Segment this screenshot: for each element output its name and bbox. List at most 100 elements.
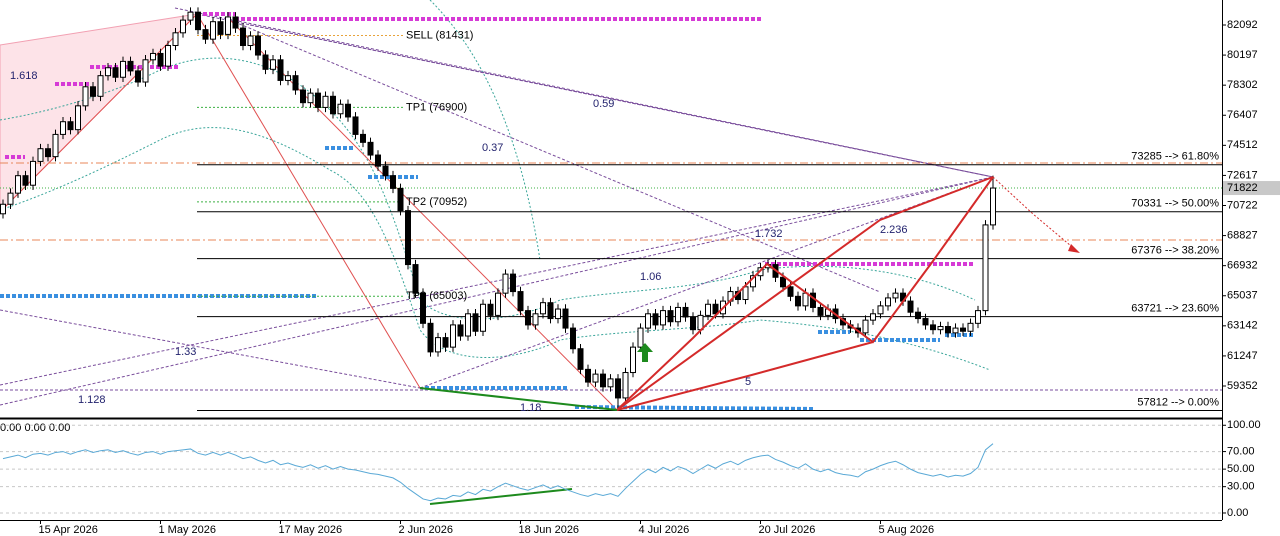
candle-body bbox=[547, 302, 554, 320]
x-tick-label: 1 May 2026 bbox=[159, 524, 216, 536]
candle-body bbox=[7, 192, 14, 205]
candle-body bbox=[315, 92, 321, 108]
candle-body bbox=[742, 286, 749, 301]
x-tick-label: 17 May 2026 bbox=[279, 524, 343, 536]
candle-body bbox=[667, 310, 674, 323]
candle-body bbox=[577, 348, 584, 370]
price-tag bbox=[1223, 181, 1280, 196]
candle-body bbox=[202, 29, 209, 40]
candle-body bbox=[142, 59, 149, 83]
candle-body bbox=[427, 322, 434, 353]
candle-body bbox=[390, 175, 396, 189]
candle-body bbox=[877, 305, 884, 315]
trend-line bbox=[249, 24, 994, 178]
y-tick-label: 72617 bbox=[1227, 169, 1258, 181]
candle-body bbox=[180, 19, 186, 34]
candle-body bbox=[187, 11, 194, 21]
annotation: 1.732 bbox=[755, 228, 783, 240]
candle-body bbox=[217, 21, 224, 35]
levels: 73285 --> 61.80% 70331 --> 50.00% 67376 --… bbox=[197, 29, 1222, 411]
candle-body bbox=[15, 175, 21, 194]
candle-body bbox=[945, 325, 951, 334]
candle-body bbox=[97, 75, 104, 97]
pattern-path bbox=[616, 176, 994, 411]
trend-line bbox=[419, 176, 994, 389]
candle-body bbox=[802, 292, 809, 307]
annotation: 1.18 bbox=[520, 402, 541, 414]
candle-body bbox=[262, 54, 269, 70]
candle-body bbox=[652, 313, 659, 326]
y-tick-label: 50.00 bbox=[1227, 463, 1255, 475]
indicator-line bbox=[2, 443, 994, 502]
candle-body bbox=[367, 141, 374, 156]
candle-body bbox=[285, 75, 291, 81]
candle-body bbox=[150, 52, 156, 61]
candle-body bbox=[52, 133, 59, 158]
candle-body bbox=[382, 165, 389, 177]
x-tick-label: 5 Aug 2026 bbox=[879, 524, 935, 536]
annotation: 0.37 bbox=[482, 142, 503, 154]
candle-body bbox=[615, 378, 621, 399]
candle-body bbox=[322, 95, 329, 108]
y-tick-label: 74512 bbox=[1227, 139, 1258, 151]
x-tick-label: 18 Jun 2026 bbox=[519, 524, 580, 536]
candle-body bbox=[270, 59, 276, 70]
candle-body bbox=[892, 292, 899, 299]
candle-body bbox=[712, 303, 719, 315]
candle-body bbox=[300, 89, 306, 104]
y-tick-label: 30.00 bbox=[1227, 481, 1255, 493]
candle-body bbox=[607, 378, 614, 388]
candle-body bbox=[337, 103, 344, 115]
trade-label: TP2 (70952) bbox=[406, 196, 467, 208]
candle-body bbox=[105, 67, 111, 77]
candle-body bbox=[795, 295, 801, 307]
candle-body bbox=[292, 75, 299, 91]
candle-body bbox=[885, 297, 891, 307]
candle-body bbox=[465, 313, 471, 337]
candle-body bbox=[585, 368, 591, 383]
candle-body bbox=[907, 300, 914, 313]
candle-body bbox=[22, 175, 29, 186]
candle-body bbox=[645, 313, 651, 329]
y-tick-label: 80197 bbox=[1227, 49, 1258, 61]
y-tick-label: 61247 bbox=[1227, 350, 1258, 362]
candle-body bbox=[120, 60, 126, 78]
y-tick-label: 82092 bbox=[1227, 19, 1258, 31]
candle-body bbox=[630, 346, 636, 374]
candle-body bbox=[682, 306, 689, 318]
trend-line bbox=[229, 19, 881, 293]
candle-body bbox=[420, 292, 426, 324]
candle-body bbox=[307, 92, 314, 104]
pattern-path bbox=[616, 341, 874, 411]
y-tick-label: 76407 bbox=[1227, 109, 1258, 121]
candle-body bbox=[705, 303, 711, 316]
candle-body bbox=[592, 373, 599, 383]
projection-arrow bbox=[1068, 244, 1080, 253]
candle-body bbox=[495, 292, 501, 316]
y-tick-label: 70722 bbox=[1227, 199, 1258, 211]
candle-body bbox=[562, 308, 569, 329]
candle-body bbox=[225, 16, 231, 35]
candle-body bbox=[0, 203, 6, 215]
candle-body bbox=[540, 302, 546, 315]
candle-body bbox=[660, 310, 666, 326]
candle-body bbox=[975, 310, 981, 324]
fib-label: 70331 --> 50.00% bbox=[1131, 198, 1219, 210]
y-tick-label: 65037 bbox=[1227, 290, 1258, 302]
candle-body bbox=[600, 373, 606, 388]
trade-label: SELL (81431) bbox=[406, 29, 473, 41]
price-tag-label: 71822 bbox=[1227, 182, 1258, 194]
annotation: 1.128 bbox=[78, 394, 106, 406]
axes: 82092 80197 78302 76407 74512 72617 70722 68827… bbox=[39, 19, 1280, 536]
divergence-line bbox=[429, 488, 573, 505]
candle-body bbox=[967, 322, 974, 332]
candle-body bbox=[915, 311, 921, 320]
candle-body bbox=[277, 59, 284, 81]
projection bbox=[992, 176, 1078, 252]
annotation: 2.236 bbox=[880, 224, 908, 236]
fib-label: 57812 --> 0.00% bbox=[1137, 396, 1219, 408]
indicator-pane bbox=[0, 424, 1222, 514]
y-tick-label: 68827 bbox=[1227, 229, 1258, 241]
candle-body bbox=[502, 273, 509, 294]
